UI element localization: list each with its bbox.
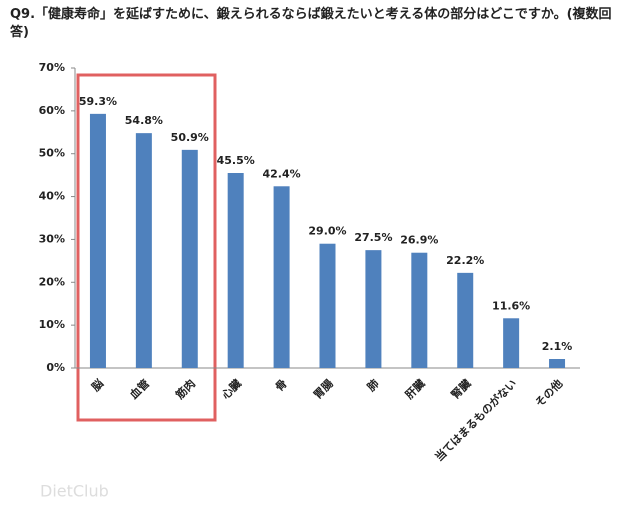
value-label: 54.8%	[125, 114, 163, 127]
bar	[227, 173, 244, 368]
y-tick-label: 20%	[39, 275, 65, 288]
bar	[503, 318, 520, 368]
bar	[89, 113, 106, 368]
x-tick-label: 血管	[127, 376, 152, 401]
value-label: 45.5%	[217, 154, 255, 167]
y-tick-label: 70%	[39, 61, 65, 74]
value-label: 26.9%	[400, 234, 438, 247]
watermark: DietClub	[40, 482, 109, 501]
y-tick-label: 40%	[39, 190, 65, 203]
x-tick-label: 心臓	[218, 376, 243, 401]
x-tick-label: 肺	[364, 376, 382, 394]
x-tick-label: その他	[532, 376, 565, 409]
value-label: 22.2%	[446, 254, 484, 267]
bar	[319, 243, 336, 368]
bar	[411, 252, 428, 368]
value-label: 29.0%	[308, 225, 346, 238]
value-label: 42.4%	[263, 167, 301, 180]
y-tick-label: 10%	[39, 318, 65, 331]
value-label: 2.1%	[542, 340, 573, 353]
x-tick-label: 胃腸	[311, 377, 336, 402]
x-tick-label: 骨	[273, 377, 290, 394]
bar	[457, 272, 474, 368]
value-label: 59.3%	[79, 95, 117, 108]
y-tick-label: 0%	[46, 361, 65, 374]
y-tick-label: 30%	[39, 232, 65, 245]
x-tick-label: 肝臓	[402, 376, 427, 401]
y-tick-label: 60%	[39, 104, 65, 117]
bar	[181, 149, 198, 368]
x-tick-label: 当てはまるものがない	[432, 376, 520, 464]
value-label: 11.6%	[492, 299, 530, 312]
y-tick-label: 50%	[39, 147, 65, 160]
bar	[365, 250, 382, 368]
bar	[273, 186, 290, 368]
x-tick-label: 腎臓	[448, 376, 473, 401]
x-tick-label: 筋肉	[172, 376, 198, 402]
x-tick-label: 脳	[89, 377, 106, 394]
value-label: 27.5%	[354, 231, 392, 244]
bar	[135, 133, 152, 368]
highlight-box	[76, 73, 217, 422]
bar	[549, 359, 566, 368]
value-label: 50.9%	[171, 131, 209, 144]
chart-title: Q9.「健康寿命」を延ばすために、鍛えられるならば鍛えたいと考える体の部分はどこ…	[10, 7, 612, 40]
